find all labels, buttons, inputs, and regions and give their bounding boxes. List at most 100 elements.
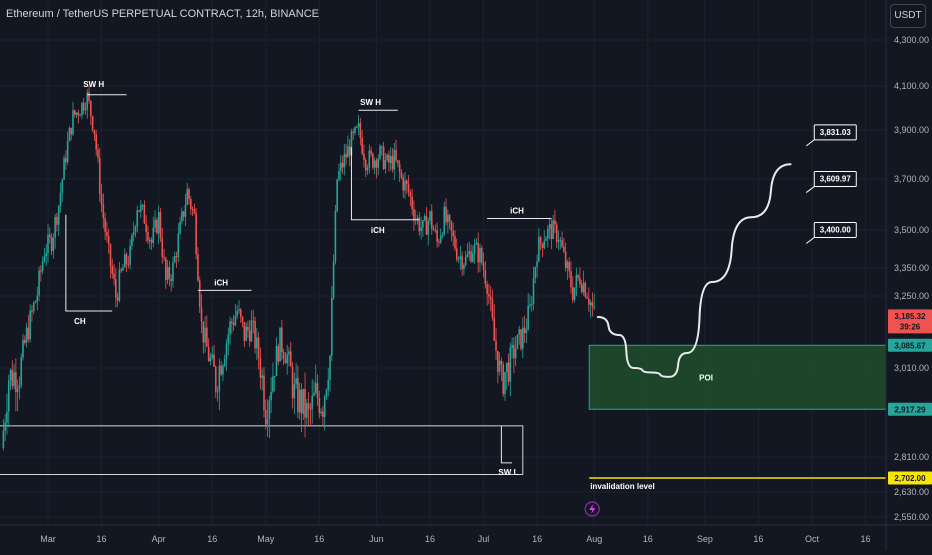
candle-body (264, 409, 267, 425)
price-tick-label: 2,630.00 (894, 487, 929, 497)
candle-body (493, 317, 496, 341)
candle-body (48, 234, 51, 238)
candle-body (65, 158, 67, 163)
ich-line-2 (350, 147, 420, 221)
candle-body (70, 127, 73, 135)
candle-body (416, 217, 419, 220)
candle-body (281, 327, 283, 353)
candle-body (179, 221, 181, 234)
target-box-3 (813, 222, 857, 239)
candle-body (266, 419, 269, 425)
candle-body (548, 224, 551, 229)
candle-body (181, 211, 183, 222)
candle-body (382, 146, 385, 169)
candle-body (236, 311, 239, 316)
candle-body (261, 375, 263, 378)
time-tick-label: Apr (152, 534, 166, 544)
candle-body (343, 153, 346, 168)
time-tick-label: Jun (369, 534, 384, 544)
candle-body (477, 242, 479, 263)
candle-body (288, 351, 290, 355)
candle-body (206, 327, 208, 347)
candle-body (423, 215, 426, 221)
candle-body (248, 330, 251, 342)
candle-body (198, 280, 201, 308)
candle-body (118, 269, 121, 301)
candle-body (34, 301, 37, 303)
candle-body (397, 160, 399, 164)
price-tag-label-2: 3,085.67 (894, 341, 926, 350)
time-tick-label: Jul (478, 534, 490, 544)
candle-body (445, 206, 447, 223)
candle-body (140, 205, 142, 212)
candle-body (95, 134, 97, 150)
candle-body (161, 238, 164, 257)
candle-body (495, 340, 497, 352)
candle-body (345, 153, 347, 158)
candle-body (525, 329, 528, 334)
time-tick-label: Aug (586, 534, 602, 544)
candle-body (184, 204, 187, 217)
candle-body (56, 216, 58, 225)
target-label-3: 3,400.00 (820, 226, 852, 235)
candle-body (170, 279, 172, 281)
candle-body (550, 224, 553, 240)
candle-body (220, 365, 222, 375)
candle-body (357, 123, 360, 127)
candle-body (18, 384, 21, 389)
candle-body (241, 316, 244, 323)
candle-body (354, 127, 356, 133)
candle-body (338, 171, 340, 180)
candle-body (47, 234, 49, 253)
candle-body (81, 102, 83, 116)
candle-body (486, 284, 488, 295)
time-tick-label: 16 (425, 534, 435, 544)
swl-line (500, 425, 513, 464)
candle-body (497, 351, 499, 372)
candle-body (9, 369, 12, 381)
candle-body (88, 92, 90, 101)
candle-body (145, 223, 147, 233)
price-tag-3 (888, 402, 932, 416)
swl-label: SW L (498, 468, 518, 477)
time-tick-label: Sep (697, 534, 713, 544)
candle-body (211, 354, 214, 358)
candle-body (500, 360, 503, 365)
candle-body (190, 198, 192, 209)
candle-body (593, 306, 596, 308)
candle-body (36, 295, 39, 302)
candle-body (72, 110, 74, 135)
candle-body (63, 158, 65, 180)
candle-body (395, 149, 397, 161)
candle-body (66, 141, 69, 163)
candle-body (391, 156, 394, 170)
candle-body (352, 131, 355, 133)
candle-body (309, 408, 312, 410)
candle-body (505, 362, 508, 373)
time-tick-label: Mar (40, 534, 56, 544)
candle-body (547, 228, 549, 239)
candle-body (175, 255, 178, 258)
candle-body (331, 298, 333, 356)
candle-body (25, 327, 28, 343)
candle-body (447, 214, 449, 223)
candle-body (552, 220, 554, 240)
candle-body (472, 253, 474, 262)
candle-body (297, 378, 299, 413)
candle-body (402, 177, 405, 191)
candle-body (579, 277, 581, 285)
candle-body (448, 214, 451, 222)
candle-body (475, 242, 478, 245)
candle-body (568, 261, 571, 272)
target-box-2 (813, 171, 857, 188)
candle-body (498, 360, 501, 372)
candle-body (438, 241, 440, 243)
candle-body (316, 383, 319, 399)
candle-body (413, 209, 415, 221)
time-tick-label: May (257, 534, 275, 544)
candle-body (247, 326, 249, 331)
candle-body (277, 346, 280, 362)
currency-badge[interactable]: USDT (890, 4, 926, 28)
candle-body (304, 388, 306, 418)
